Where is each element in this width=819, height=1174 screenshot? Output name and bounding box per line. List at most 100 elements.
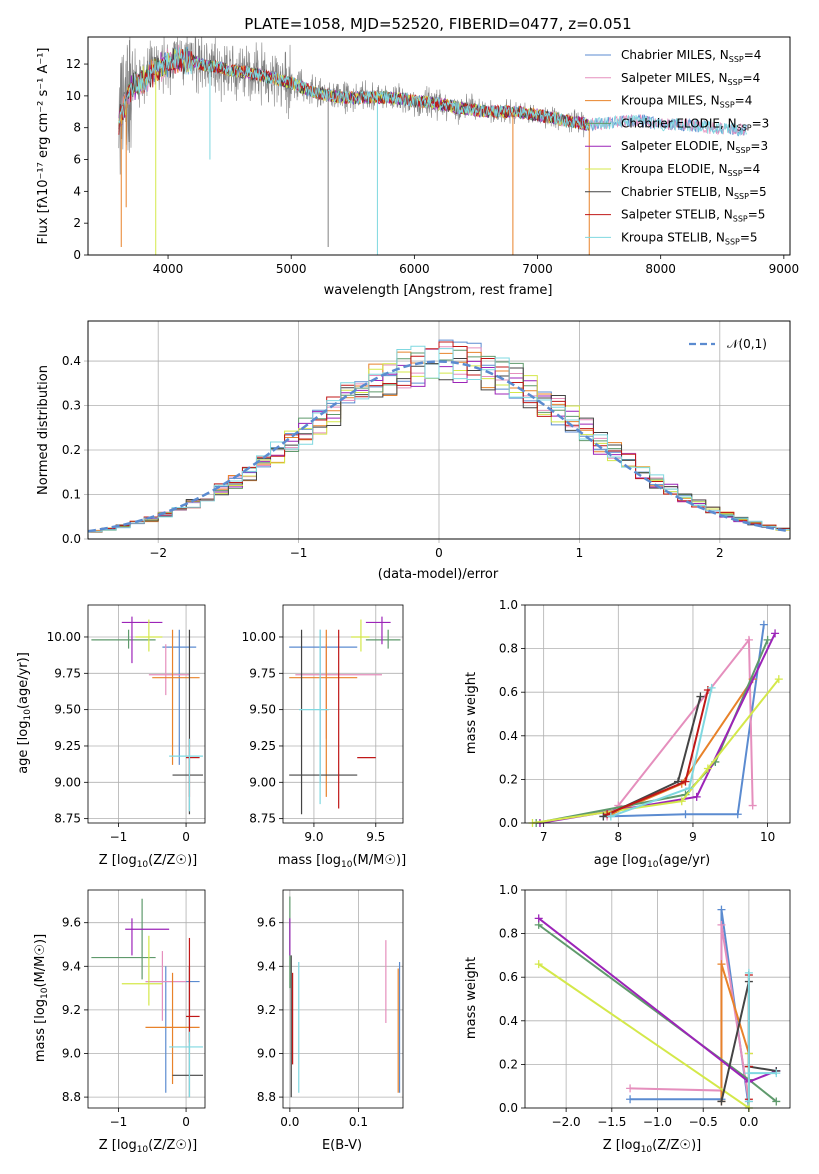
residual-ytick: 0.0	[62, 532, 81, 546]
p4-xtick: 9.0	[304, 830, 323, 844]
p5-marker-chabrier_stelib	[696, 692, 705, 701]
p5-marker-kroupa_elodie	[677, 797, 686, 806]
p5-marker-kroupa_elodie	[774, 675, 783, 684]
spectrum-title: PLATE=1058, MJD=52520, FIBERID=0477, z=0…	[244, 15, 631, 33]
p8-marker-salpeter_elodie	[534, 914, 543, 923]
p8-marker-kroupa_stelib	[744, 1097, 753, 1106]
p5-xlabel: age [log10(age/yr)	[594, 853, 710, 870]
residual-panel: −2 −1 0 1 2 0.0 0.1 0.2 0.3 0.4 (data-model)/erro…	[36, 320, 791, 582]
p8-ytick: 0.4	[499, 1014, 518, 1028]
p4-ytick: 9.75	[249, 666, 276, 680]
histogram-kroupa_stelib	[88, 345, 790, 535]
residual-xtick: −2	[149, 546, 167, 560]
p8-line-chabrier_miles	[630, 909, 750, 1109]
spectrum-xtick: 6000	[399, 262, 430, 276]
p8-marker-kroupa_stelib	[744, 968, 753, 977]
spectrum-ytick: 12	[66, 57, 81, 71]
p8-xtick: −2.0	[552, 1115, 581, 1129]
residual-xtick: 2	[716, 546, 724, 560]
p5-marker-chabrier_elodie	[763, 635, 772, 644]
legend-normal: 𝒩(0,1)	[727, 337, 767, 351]
p6-xtick: −1	[110, 1115, 128, 1129]
p3-ytick: 9.75	[54, 666, 81, 680]
spectrum-ytick: 6	[73, 153, 81, 167]
p6-xtick: 0	[182, 1115, 190, 1129]
p8-marker-chabrier_miles	[626, 1095, 635, 1104]
p8-xtick: −0.5	[689, 1115, 718, 1129]
p8-marker-kroupa_stelib	[772, 1069, 781, 1078]
p8-marker-kroupa_stelib	[744, 1069, 753, 1078]
age-vs-z-panel: −1 0 8.75 9.00 9.25 9.50 9.75 10.00	[47, 604, 206, 844]
small-axis-labels: Z [log10(Z/Z☉)] age [log10(age/yr)] mass…	[16, 652, 710, 1155]
p6-ytick: 9.0	[62, 1047, 81, 1061]
mass-vs-z-panel: −1 0 8.8 9.0 9.2 9.4 9.6	[62, 889, 206, 1129]
p7-xlabel: E(B-V)	[322, 1138, 362, 1153]
p8-marker-kroupa_elodie	[534, 960, 543, 969]
p8-line-kroupa_stelib	[747, 972, 777, 1102]
p5-frame	[524, 604, 791, 824]
spectrum-xtick: 4000	[153, 262, 184, 276]
p3-frame	[87, 604, 206, 824]
p8-xtick: 0.0	[739, 1115, 758, 1129]
spectrum-xtick: 7000	[522, 262, 553, 276]
p6-ytick: 8.8	[62, 1090, 81, 1104]
p8-line-salpeter_miles	[630, 924, 750, 1102]
p5-marker-kroupa_stelib	[685, 784, 694, 793]
p3-ytick: 8.75	[54, 812, 81, 826]
p7-frame	[282, 889, 404, 1109]
p5-ytick: 0.8	[499, 642, 518, 656]
weight-vs-z-panel: −2.0 −1.5 −1.0 −0.5 0.0 0.0 0.2 0.4 0.6 0.8 1.0	[499, 883, 791, 1129]
spectrum-frame	[87, 36, 791, 256]
spectrum-xtick: 8000	[645, 262, 676, 276]
p7-ytick: 8.8	[257, 1090, 276, 1104]
p4-frame	[282, 604, 404, 824]
residual-xtick: 1	[576, 546, 584, 560]
p8-marker-chabrier_miles	[717, 905, 726, 914]
p3-xlabel: Z [log10(Z/Z☉)]	[99, 853, 197, 870]
age-vs-mass-panel: 9.0 9.5 8.75 9.00 9.25 9.50 9.75 10.00	[242, 604, 404, 844]
p6-ytick: 9.4	[62, 959, 81, 973]
p8-ylabel: mass weight	[464, 957, 479, 1039]
spectrum-ytick: 10	[66, 89, 81, 103]
p8-grid	[525, 889, 790, 1109]
p8-line-kroupa_elodie	[538, 963, 750, 1110]
p5-marker-kroupa_stelib	[707, 683, 716, 692]
p7-ytick: 9.2	[257, 1003, 276, 1017]
p4-ytick: 10.00	[242, 630, 276, 644]
p7-ytick: 9.4	[257, 959, 276, 973]
p5-marker-salpeter_miles	[744, 635, 753, 644]
p3-ytick: 10.00	[47, 630, 81, 644]
legend-entry-chabrier_miles: Chabrier MILES, NSSP=4	[621, 48, 761, 64]
p8-marker-salpeter_miles	[717, 920, 726, 929]
p5-xtick: 8	[614, 830, 622, 844]
legend-entry-salpeter_miles: Salpeter MILES, NSSP=4	[621, 71, 760, 87]
p4-xtick: 9.5	[366, 830, 385, 844]
weight-vs-age-panel: 7 8 9 10 0.0 0.2 0.4 0.6 0.8 1.0	[499, 598, 791, 844]
p3-ytick: 9.00	[54, 775, 81, 789]
spectrum-ytick: 2	[73, 216, 81, 230]
p3-ytick: 9.25	[54, 739, 81, 753]
p3-grid	[88, 605, 205, 823]
p5-ytick: 0.6	[499, 685, 518, 699]
p7-xtick: 0.1	[349, 1115, 368, 1129]
spectrum-ytick: 4	[73, 184, 81, 198]
p8-xlabel: Z [log10(Z/Z☉)]	[603, 1138, 701, 1155]
p5-marker-salpeter_miles	[748, 801, 757, 810]
p6-frame	[87, 889, 206, 1109]
p5-ytick: 0.0	[499, 816, 518, 830]
spectrum-legend: Chabrier MILES, NSSP=4 Salpeter MILES, NS…	[585, 48, 769, 246]
p7-xtick: 0.0	[280, 1115, 299, 1129]
p4-ytick: 9.25	[249, 739, 276, 753]
p5-marker-chabrier_miles	[681, 810, 690, 819]
legend-entry-chabrier_elodie: Chabrier ELODIE, NSSP=3	[621, 116, 769, 132]
residual-xtick: 0	[435, 546, 443, 560]
p6-xlabel: Z [log10(Z/Z☉)]	[99, 1138, 197, 1155]
p7-ytick: 9.6	[257, 916, 276, 930]
residual-ytick: 0.4	[62, 354, 81, 368]
p5-marker-kroupa_elodie	[703, 764, 712, 773]
residual-ytick: 0.1	[62, 488, 81, 502]
p4-ytick: 9.50	[249, 703, 276, 717]
p3-ylabel: age [log10(age/yr)]	[16, 652, 33, 774]
p5-ytick: 0.4	[499, 729, 518, 743]
